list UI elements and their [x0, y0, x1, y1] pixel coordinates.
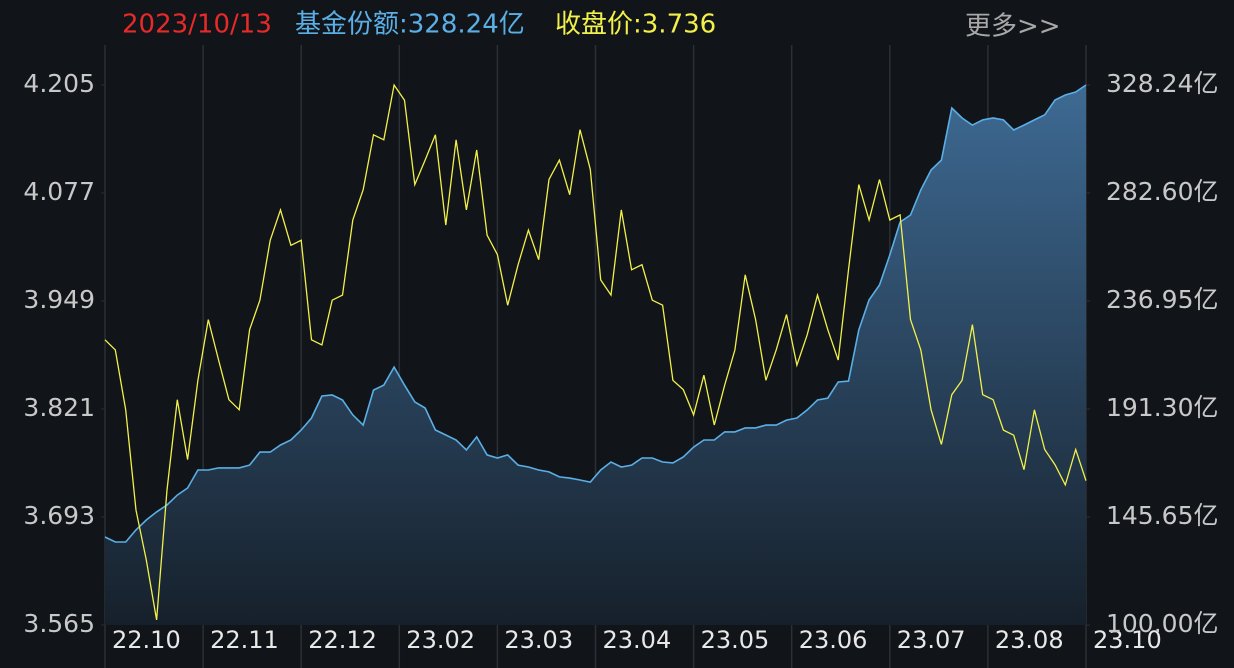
y2-tick-label: 100.00亿: [1106, 609, 1218, 638]
x-tick-label: 23.05: [701, 626, 770, 654]
y2-tick-label: 145.65亿: [1106, 501, 1218, 530]
y-tick-label: 4.205: [23, 69, 95, 98]
x-tick-label: 23.10: [1093, 626, 1162, 654]
x-tick-label: 23.04: [603, 626, 672, 654]
y2-tick-label: 191.30亿: [1106, 393, 1218, 422]
x-tick-label: 23.06: [799, 626, 868, 654]
legend-shares: 基金份额:328.24亿: [295, 10, 525, 40]
date: 2023/10/13: [122, 10, 272, 40]
x-tick-label: 23.07: [897, 626, 966, 654]
y-tick-label: 3.565: [23, 609, 95, 638]
shares-area: [105, 85, 1086, 625]
y-tick-label: 3.821: [23, 393, 95, 422]
y2-tick-label: 328.24亿: [1106, 69, 1218, 98]
more-link[interactable]: 更多>>: [965, 12, 1061, 42]
x-tick-label: 22.11: [210, 626, 279, 654]
shares-line: [104, 84, 1087, 543]
x-tick-label: 22.12: [308, 626, 377, 654]
y2-tick-label: 282.60亿: [1106, 177, 1218, 206]
y-tick-label: 3.949: [23, 285, 95, 314]
x-tick-label: 22.10: [112, 626, 181, 654]
x-tick-label: 23.03: [504, 626, 573, 654]
x-tick-label: 23.02: [406, 626, 475, 654]
y-tick-label: 4.077: [23, 177, 95, 206]
y2-tick-label: 236.95亿: [1106, 285, 1218, 314]
y-tick-label: 3.693: [23, 501, 95, 530]
close-line: [104, 83, 1087, 621]
x-tick-label: 23.08: [995, 626, 1064, 654]
legend-close: 收盘价:3.736: [555, 10, 716, 40]
